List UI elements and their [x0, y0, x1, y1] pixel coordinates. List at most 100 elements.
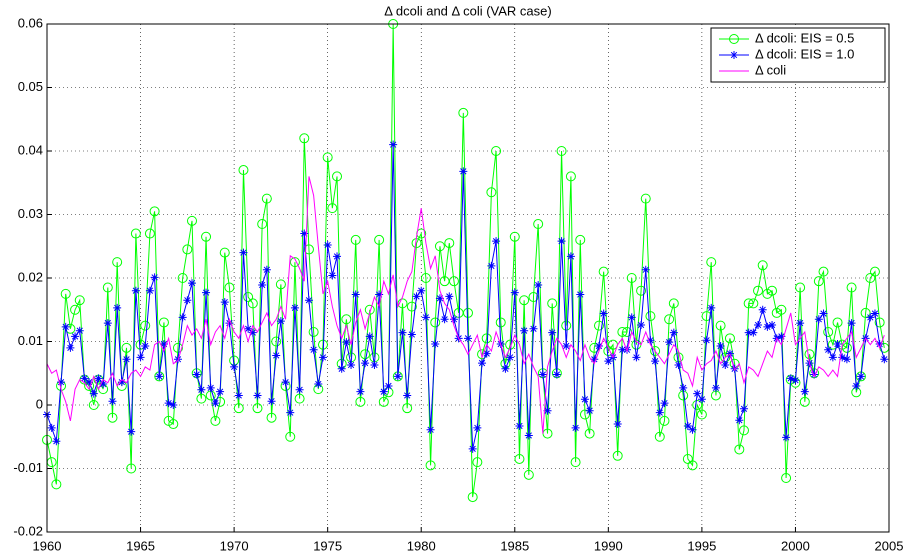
- marker: [683, 421, 692, 430]
- marker: [406, 301, 417, 312]
- marker: [426, 425, 435, 434]
- marker: [188, 279, 197, 288]
- marker: [130, 228, 141, 239]
- marker: [636, 285, 647, 296]
- marker: [777, 332, 786, 341]
- marker: [738, 425, 749, 436]
- marker: [852, 381, 861, 390]
- marker: [224, 282, 235, 293]
- marker: [112, 257, 123, 268]
- marker: [121, 342, 132, 353]
- marker: [71, 332, 80, 341]
- marker: [89, 389, 98, 398]
- y-tick-label: 0.02: [18, 269, 43, 284]
- marker: [818, 266, 829, 277]
- marker: [824, 345, 833, 354]
- marker: [464, 334, 472, 343]
- marker: [402, 403, 413, 414]
- marker: [276, 317, 285, 326]
- marker: [758, 305, 767, 314]
- marker: [562, 341, 571, 350]
- marker: [519, 295, 530, 306]
- x-tick-label: 1960: [33, 538, 62, 553]
- marker: [337, 364, 346, 373]
- marker: [448, 276, 459, 287]
- x-tick-label: 1980: [407, 538, 436, 553]
- marker: [604, 357, 613, 366]
- marker: [880, 355, 889, 364]
- x-tick-label: 1990: [594, 538, 623, 553]
- marker: [384, 381, 393, 390]
- marker: [397, 298, 408, 309]
- marker: [206, 383, 215, 392]
- marker: [197, 385, 206, 394]
- marker: [617, 326, 628, 337]
- marker: [781, 473, 792, 484]
- marker: [660, 399, 669, 408]
- marker: [187, 215, 198, 226]
- marker: [743, 298, 754, 309]
- marker: [467, 492, 478, 503]
- marker: [486, 187, 497, 198]
- marker: [664, 314, 675, 325]
- marker: [220, 298, 229, 307]
- marker: [776, 304, 787, 315]
- marker: [61, 322, 70, 331]
- marker: [183, 296, 192, 305]
- marker: [289, 257, 300, 268]
- marker: [828, 353, 837, 362]
- marker: [300, 229, 309, 238]
- marker: [398, 328, 407, 337]
- marker: [449, 315, 458, 324]
- marker: [144, 228, 155, 239]
- marker: [158, 317, 169, 328]
- marker: [547, 298, 558, 309]
- marker: [472, 457, 483, 468]
- x-tick-label: 1985: [500, 538, 529, 553]
- marker: [739, 404, 748, 413]
- marker: [407, 330, 416, 339]
- legend-marker: [729, 34, 739, 44]
- marker: [159, 340, 168, 349]
- marker: [823, 326, 834, 337]
- marker: [113, 303, 122, 312]
- marker: [355, 396, 366, 407]
- marker: [571, 423, 580, 432]
- marker: [506, 353, 515, 362]
- marker: [285, 431, 296, 442]
- marker: [122, 355, 131, 364]
- marker: [860, 307, 871, 318]
- marker: [768, 320, 777, 329]
- marker: [804, 349, 815, 360]
- marker: [556, 146, 567, 156]
- marker: [688, 425, 697, 434]
- marker: [744, 328, 753, 337]
- marker: [281, 378, 290, 387]
- marker: [650, 346, 661, 357]
- marker: [590, 355, 599, 364]
- marker: [219, 247, 230, 258]
- marker: [434, 241, 445, 252]
- marker: [70, 304, 81, 315]
- marker: [234, 391, 243, 400]
- marker: [403, 391, 412, 400]
- marker: [332, 171, 343, 182]
- marker: [290, 303, 299, 312]
- marker: [131, 286, 140, 295]
- marker: [150, 273, 159, 282]
- marker: [347, 360, 356, 369]
- marker: [674, 360, 683, 369]
- marker: [795, 282, 806, 293]
- marker: [711, 383, 720, 392]
- marker: [580, 395, 589, 404]
- marker: [80, 374, 89, 383]
- marker: [75, 326, 84, 335]
- marker: [557, 237, 566, 246]
- marker: [632, 353, 641, 362]
- marker: [645, 311, 656, 322]
- marker: [230, 362, 239, 371]
- marker: [309, 345, 318, 354]
- marker: [66, 343, 75, 352]
- marker: [294, 393, 305, 404]
